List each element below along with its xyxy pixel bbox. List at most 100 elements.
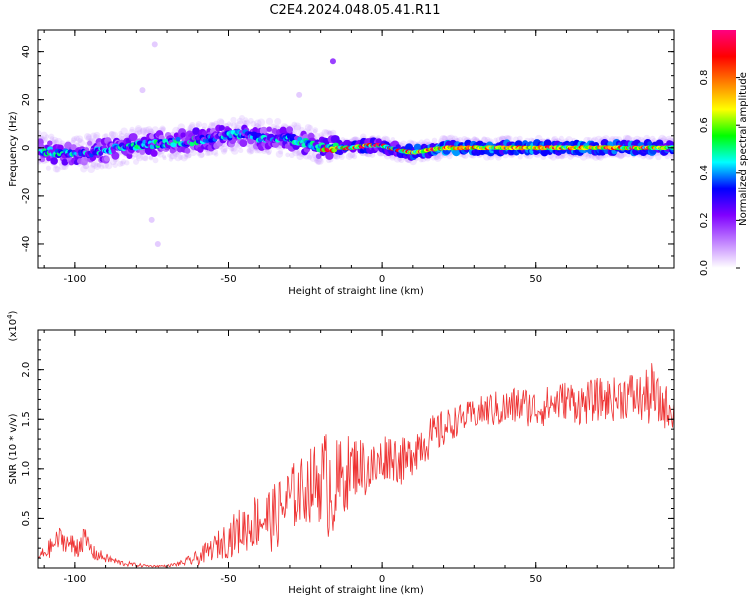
- spectrogram-cell: [597, 154, 604, 161]
- x-tick-label: -100: [64, 574, 87, 585]
- spectrogram-cell: [103, 133, 109, 138]
- spectrogram-cell: [111, 151, 120, 160]
- spectrogram-cell: [174, 153, 182, 162]
- spectrogram-cell: [77, 139, 86, 147]
- spectrogram-cell: [236, 117, 244, 125]
- spectrogram-frame: [37, 29, 675, 269]
- spectrogram-cell: [293, 122, 302, 131]
- spectrogram-cell: [120, 159, 127, 165]
- spectrogram-cell: [129, 133, 138, 141]
- spectrogram-cell: [184, 147, 191, 154]
- spectrogram-cell: [145, 126, 153, 134]
- spectrogram-cell: [168, 157, 174, 162]
- spectrogram-cell: [349, 152, 356, 159]
- spectrogram-cell: [312, 129, 318, 134]
- spectrogram-cell: [274, 118, 282, 126]
- spectrogram-cell: [250, 120, 257, 127]
- spectrogram-cell: [390, 137, 395, 142]
- spectrogram-cell: [187, 125, 194, 131]
- colorbar-tick-label: 0.6: [699, 117, 710, 133]
- y-tick-label: 2.0: [21, 362, 32, 378]
- spectrogram-y-axis-title: Frequency (Hz): [8, 111, 19, 187]
- spectrogram-cell: [222, 147, 228, 153]
- spectrogram-cell: [134, 126, 143, 135]
- spectrogram-cell: [498, 137, 504, 142]
- spectrogram-cell: [266, 126, 272, 132]
- spectrogram-cell: [192, 127, 200, 136]
- spectrogram-cell: [517, 154, 523, 160]
- spectrogram-cell: [80, 165, 88, 173]
- spectrogram-cell: [170, 142, 177, 148]
- spectrogram-cell: [118, 132, 125, 140]
- spectrogram-cell: [120, 135, 125, 140]
- spectrogram-cell: [230, 146, 235, 152]
- spectrogram-cell: [437, 153, 444, 160]
- spectrogram-cell: [266, 150, 272, 156]
- spectrogram-cell: [189, 141, 195, 147]
- spectrogram-cell: [51, 139, 58, 146]
- spectrogram-cell: [49, 136, 55, 141]
- spectrogram-cell: [149, 133, 155, 140]
- spectrogram-cell: [248, 148, 253, 153]
- spectrogram-cell: [286, 126, 294, 134]
- spectrogram-cell: [117, 160, 124, 167]
- x-tick-label: -50: [220, 574, 236, 585]
- spectrogram-cell: [111, 148, 116, 154]
- spectrogram-cell: [178, 154, 184, 160]
- spectrogram-cell: [167, 153, 172, 158]
- spectrogram-cell: [296, 152, 304, 161]
- spectrogram-cell: [315, 159, 321, 165]
- spectrogram-cell: [124, 132, 130, 138]
- spectrogram-cell: [124, 160, 130, 166]
- spectrogram-cell: [99, 164, 105, 170]
- spectrogram-cell: [309, 154, 318, 162]
- spectrogram-cell: [159, 125, 166, 132]
- spectrogram-cell: [45, 134, 50, 139]
- spectrogram-cell: [119, 160, 125, 167]
- spectrogram-outlier: [148, 216, 155, 223]
- spectrogram-cell: [90, 132, 97, 140]
- spectrogram-cell: [199, 152, 205, 158]
- spectrogram-cell: [142, 155, 149, 162]
- spectrogram-cell: [333, 153, 341, 160]
- spectrogram-cell: [112, 162, 118, 168]
- spectrogram-cell: [296, 149, 303, 156]
- spectrogram-cell: [214, 152, 219, 157]
- spectrogram-cell: [441, 135, 448, 142]
- x-tick-label: 50: [529, 274, 542, 285]
- spectrogram-cell: [229, 122, 234, 127]
- spectrogram-cell: [96, 162, 102, 168]
- spectrogram-cell: [45, 165, 51, 171]
- spectrogram-cell: [183, 154, 189, 160]
- spectrogram-cell: [655, 153, 662, 161]
- spectrogram-cell: [669, 152, 674, 161]
- spectrogram-cell: [423, 138, 431, 145]
- spectrogram-cell: [549, 153, 557, 161]
- spectrogram-cell: [323, 129, 329, 135]
- spectrogram-cell: [418, 157, 424, 163]
- colorbar-ticks: 0.0 0.2 0.4 0.6 0.8: [699, 70, 740, 276]
- snr-multiplier-label: (x104): [6, 310, 19, 341]
- spectrogram-cell: [622, 152, 627, 158]
- colorbar-tick-label: 0.8: [699, 70, 710, 86]
- spectrogram-cell: [169, 151, 178, 160]
- spectrogram-cell: [73, 135, 80, 142]
- spectrogram-cell: [134, 125, 143, 133]
- spectrogram-cell: [180, 154, 188, 162]
- spectrogram-cell: [327, 130, 332, 135]
- spectrogram-outlier: [151, 41, 158, 48]
- spectrogram-cell: [338, 154, 345, 160]
- spectrogram-cell: [616, 151, 625, 160]
- spectrogram-cell: [140, 127, 148, 135]
- spectrogram-cell: [312, 127, 319, 134]
- spectrogram-cell: [442, 135, 448, 142]
- spectrogram-cell: [517, 135, 523, 142]
- spectrogram-cell: [587, 137, 592, 142]
- spectrogram-cell: [275, 124, 281, 130]
- spectrogram-cell: [147, 128, 154, 135]
- spectrogram-cell: [85, 135, 92, 142]
- spectrogram-cell: [567, 153, 574, 160]
- spectrogram-cell: [186, 153, 192, 159]
- spectrogram-outlier: [139, 87, 146, 94]
